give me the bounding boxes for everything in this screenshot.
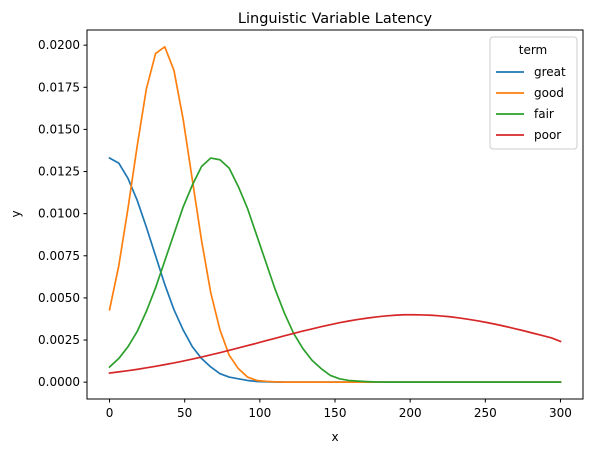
x-tick-label: 50 xyxy=(177,406,192,420)
y-tick-label: 0.0000 xyxy=(38,375,80,389)
y-axis: 0.0000 0.0025 0.0050 0.0075 0.0100 0.0125 0.01… xyxy=(38,38,87,389)
x-tick-label: 250 xyxy=(474,406,497,420)
plot-frame xyxy=(86,29,584,400)
y-tick-label: 0.0050 xyxy=(38,291,80,305)
x-axis-label: x xyxy=(331,430,338,444)
y-tick-label: 0.0175 xyxy=(38,80,80,94)
x-axis: 0 50 100 150 200 250 300 xyxy=(106,399,572,420)
legend: term great good fair poor xyxy=(489,36,578,150)
y-tick-label: 0.0075 xyxy=(38,249,80,263)
chart-title: Linguistic Variable Latency xyxy=(238,11,433,27)
legend-label-poor: poor xyxy=(534,128,561,142)
x-tick-label: 150 xyxy=(324,406,347,420)
y-tick-label: 0.0150 xyxy=(38,122,80,136)
x-tick-label: 100 xyxy=(248,406,271,420)
series-layer xyxy=(108,45,562,383)
y-tick-label: 0.0025 xyxy=(38,333,80,347)
x-tick-label: 300 xyxy=(549,406,572,420)
series-line-great xyxy=(108,156,562,383)
legend-label-fair: fair xyxy=(534,107,554,121)
y-tick-label: 0.0125 xyxy=(38,165,80,179)
x-tick-label: 0 xyxy=(106,406,114,420)
y-tick-label: 0.0200 xyxy=(38,38,80,52)
y-tick-label: 0.0100 xyxy=(38,207,80,221)
series-line-fair xyxy=(108,157,562,383)
y-axis-label: y xyxy=(9,210,23,217)
legend-label-good: good xyxy=(534,86,564,100)
legend-title: term xyxy=(519,43,548,57)
legend-label-great: great xyxy=(534,65,566,79)
legend-box xyxy=(489,36,578,150)
x-tick-label: 200 xyxy=(399,406,422,420)
series-line-poor xyxy=(108,313,562,375)
